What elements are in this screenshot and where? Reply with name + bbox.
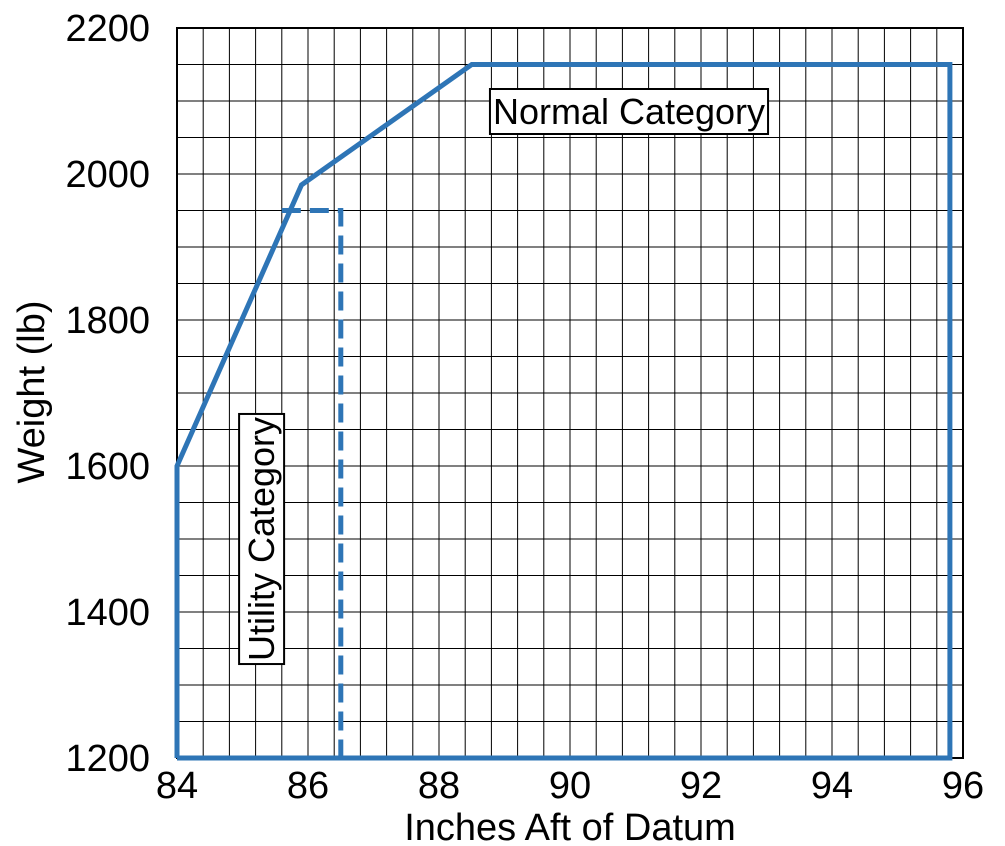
x-tick-labels: 84 86 88 90 92 94 96 [156,765,984,807]
y-tick-label: 1600 [65,446,150,488]
annotation-text: Utility Category [241,417,282,661]
y-tick-label: 1800 [65,300,150,342]
y-tick-label: 2000 [65,154,150,196]
utility-category-label: Utility Category [238,412,286,666]
y-tick-label: 2200 [65,8,150,50]
normal-category-label: Normal Category [488,88,770,135]
annotation-text: Normal Category [493,91,765,132]
y-tick-labels: 1200 1400 1600 1800 2000 2200 [65,8,150,780]
grid [176,27,964,759]
x-tick-label: 84 [156,765,198,807]
utility-category-line [281,208,344,758]
y-axis-title: Weight (lb) [11,300,53,483]
y-tick-label: 1400 [65,592,150,634]
y-tick-label: 1200 [65,738,150,780]
annotation-box [238,412,286,666]
annotations: Normal Category Utility Category [238,88,770,666]
x-axis-title: Inches Aft of Datum [404,807,736,846]
x-tick-label: 94 [811,765,853,807]
x-tick-label: 92 [680,765,722,807]
x-tick-label: 96 [942,765,984,807]
x-tick-label: 86 [287,765,329,807]
x-tick-label: 88 [418,765,460,807]
normal-category-line [174,62,953,761]
x-tick-label: 90 [549,765,591,807]
series-lines [174,62,953,761]
annotation-box [488,88,770,135]
